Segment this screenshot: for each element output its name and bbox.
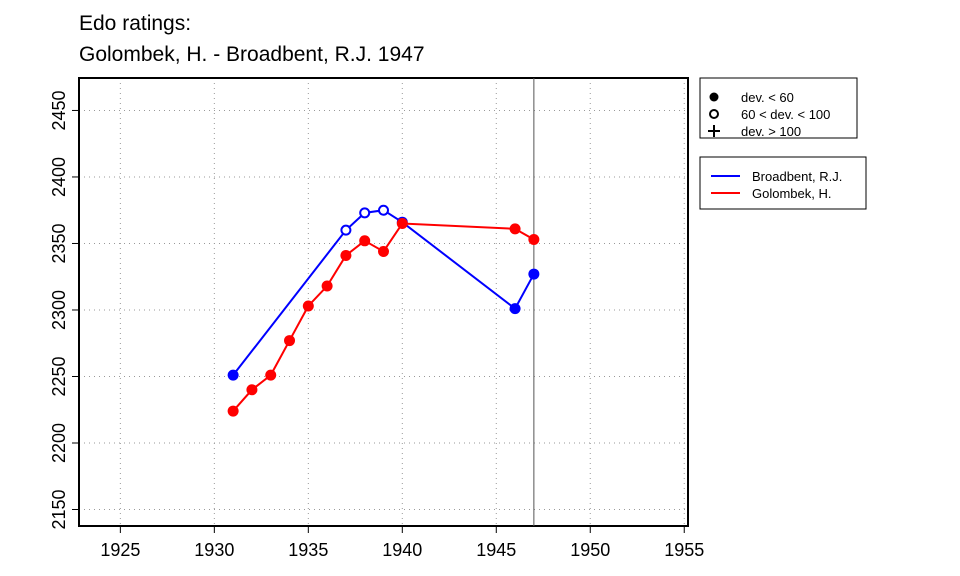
y-tick-label: 2250 [49,356,69,396]
marker-legend: dev. < 60 60 < dev. < 100 dev. > 100 [699,77,858,139]
chart-title: Edo ratings: [79,12,191,35]
series-line [232,209,535,376]
data-point [509,223,521,235]
data-point [378,204,389,216]
y-tick-label: 2300 [49,290,69,330]
data-point [227,369,239,381]
legend-symbol [709,92,719,102]
data-point [246,384,258,396]
x-tick-label: 1935 [288,540,328,560]
legend-label: Golombek, H. [752,186,831,201]
data-point [227,405,239,417]
data-point [359,207,371,219]
data-point [509,303,521,315]
data-point [378,245,389,257]
y-tick-label: 2350 [49,223,69,263]
x-tick-label: 1940 [382,540,422,560]
data-point [396,218,408,230]
y-tick-label: 2450 [49,90,69,130]
legend-symbol [708,125,720,137]
y-tick-label: 2400 [49,157,69,197]
data-point [340,224,352,236]
data-point [528,268,540,280]
data-point [265,369,277,381]
x-tick-label: 1925 [100,540,140,560]
y-tick-label: 2150 [49,489,69,529]
legend-symbol [709,109,719,119]
plot-frame [78,77,689,527]
legend-label: dev. > 100 [741,124,801,139]
x-tick-label: 1950 [570,540,610,560]
x-tick-label: 1930 [194,540,234,560]
data-point [302,300,314,312]
y-tick-label: 2200 [49,423,69,463]
x-tick-label: 1945 [476,540,516,560]
data-point [284,335,296,347]
data-point [359,235,371,247]
legend-label: 60 < dev. < 100 [741,107,830,122]
x-tick-label: 1955 [664,540,704,560]
legend-label: dev. < 60 [741,90,794,105]
legend-box [699,77,858,139]
chart-subtitle: Golombek, H. - Broadbent, R.J. 1947 [79,43,425,66]
legend-label: Broadbent, R.J. [752,169,842,184]
legend-box [699,156,867,210]
data-point [528,233,540,245]
data-point [321,280,333,292]
data-point [340,249,352,261]
